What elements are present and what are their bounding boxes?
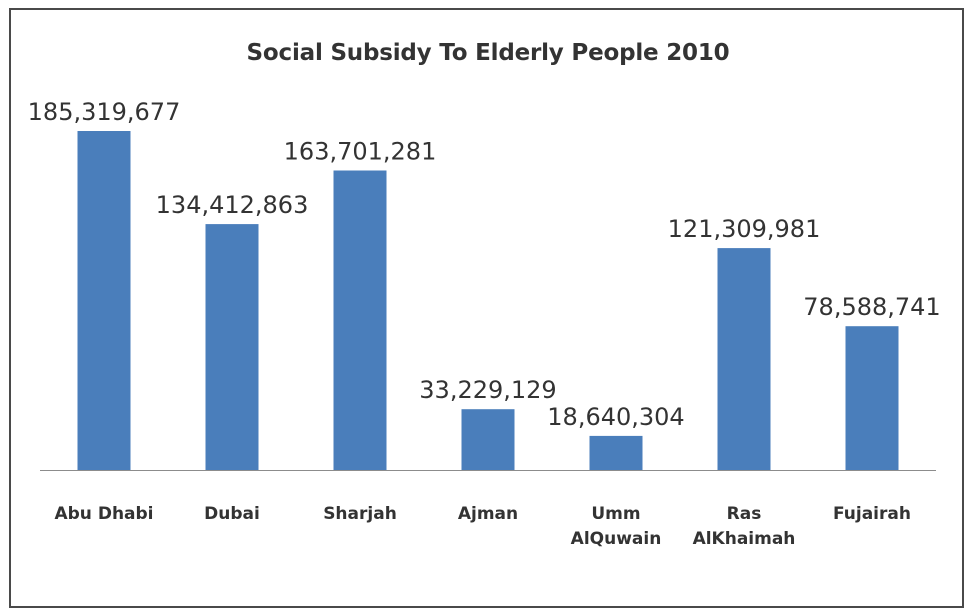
data-label: 163,701,281 <box>284 138 437 166</box>
category-label: Fujairah <box>833 504 911 524</box>
category-label: Dubai <box>204 504 260 524</box>
chart-frame <box>9 8 964 608</box>
category-labels-group: Abu Dhabi Dubai Sharjah Ajman Umm AlQuwain Ras… <box>54 504 910 549</box>
bar <box>333 170 387 470</box>
data-label: 134,412,863 <box>156 191 309 219</box>
bars-group <box>77 131 899 470</box>
chart-title: Social Subsidy To Elderly People 2010 <box>246 40 730 66</box>
data-label: 185,319,677 <box>28 98 181 126</box>
data-label: 33,229,129 <box>419 376 556 404</box>
category-label: Abu Dhabi <box>54 504 153 524</box>
category-label: AlKhaimah <box>693 529 796 549</box>
bar <box>461 409 515 470</box>
bar <box>77 131 131 470</box>
data-label: 78,588,741 <box>803 293 940 321</box>
bar <box>845 326 899 470</box>
bar <box>717 248 771 470</box>
category-label: Sharjah <box>323 504 397 524</box>
data-labels-group: 185,319,677 134,412,863 163,701,281 33,229,… <box>28 98 941 431</box>
data-label: 121,309,981 <box>668 215 821 243</box>
bar-chart: 185,319,677 134,412,863 163,701,281 33,229,… <box>28 98 941 549</box>
category-label: AlQuwain <box>571 529 662 549</box>
category-label: Ras <box>727 504 762 524</box>
data-label: 18,640,304 <box>547 403 684 431</box>
category-label: Ajman <box>458 504 518 524</box>
category-label: Umm <box>591 504 640 524</box>
bar <box>205 224 259 470</box>
bar <box>589 435 643 470</box>
